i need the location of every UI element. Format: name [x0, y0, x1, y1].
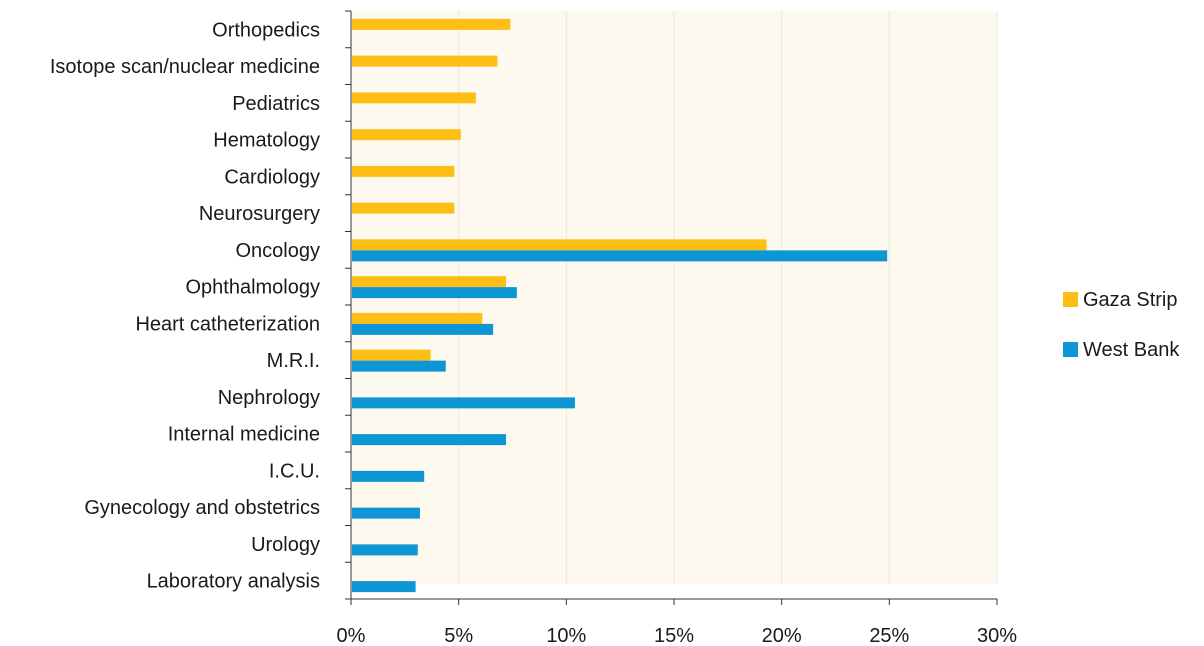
- bar-west-bank: [352, 544, 418, 556]
- bar-gaza-strip: [352, 239, 767, 251]
- x-tick-label: 20%: [762, 625, 802, 646]
- category-label: Isotope scan/nuclear medicine: [50, 56, 320, 78]
- legend-label: Gaza Strip: [1083, 289, 1177, 311]
- category-label: Laboratory analysis: [147, 571, 320, 593]
- legend-swatch: [1063, 292, 1078, 307]
- category-label: Hematology: [213, 130, 320, 152]
- bar-west-bank: [352, 287, 517, 299]
- x-tick-label: 25%: [869, 625, 909, 646]
- x-tick-label: 0%: [337, 625, 366, 646]
- x-tick-label: 5%: [444, 625, 473, 646]
- category-label: M.R.I.: [267, 350, 320, 372]
- bar-gaza-strip: [352, 129, 461, 141]
- bar-west-bank: [352, 250, 888, 262]
- bar-gaza-strip: [352, 55, 498, 67]
- bar-gaza-strip: [352, 165, 455, 177]
- gridlines: [458, 11, 998, 584]
- category-label: Cardiology: [224, 166, 320, 188]
- bar-west-bank: [352, 323, 494, 335]
- bar-west-bank: [352, 507, 420, 519]
- legend: Gaza Strip West Bank: [1063, 289, 1180, 361]
- category-label: I.C.U.: [269, 460, 320, 482]
- bar-gaza-strip: [352, 349, 431, 361]
- x-tick-label: 10%: [546, 625, 586, 646]
- category-label: Gynecology and obstetrics: [84, 497, 320, 519]
- x-tick-label: 15%: [654, 625, 694, 646]
- category-labels: Orthopedics Isotope scan/nuclear medicine…: [50, 19, 320, 592]
- bar-west-bank: [352, 470, 425, 482]
- bar-gaza-strip: [352, 18, 511, 30]
- bar-west-bank: [352, 360, 446, 372]
- bar-gaza-strip: [352, 276, 507, 288]
- category-label: Internal medicine: [168, 424, 320, 446]
- axes: [345, 10, 998, 605]
- bar-west-bank: [352, 397, 575, 409]
- category-label: Ophthalmology: [185, 277, 320, 299]
- category-label: Urology: [251, 534, 320, 556]
- bar-west-bank: [352, 434, 507, 446]
- bar-west-bank: [352, 581, 416, 593]
- category-label: Nephrology: [218, 387, 320, 409]
- category-label: Orthopedics: [212, 19, 320, 41]
- x-tick-labels: 0% 5% 10% 15% 20% 25% 30%: [337, 625, 1018, 646]
- bar-gaza-strip: [352, 92, 476, 104]
- bar-gaza-strip: [352, 312, 483, 324]
- category-label: Oncology: [236, 240, 321, 262]
- legend-swatch: [1063, 342, 1078, 357]
- category-label: Pediatrics: [232, 93, 320, 115]
- bar-gaza-strip: [352, 202, 455, 214]
- category-label: Neurosurgery: [199, 203, 320, 225]
- category-label: Heart catheterization: [135, 313, 320, 335]
- legend-label: West Bank: [1083, 339, 1180, 361]
- bars: [352, 18, 888, 593]
- x-tick-label: 30%: [977, 625, 1017, 646]
